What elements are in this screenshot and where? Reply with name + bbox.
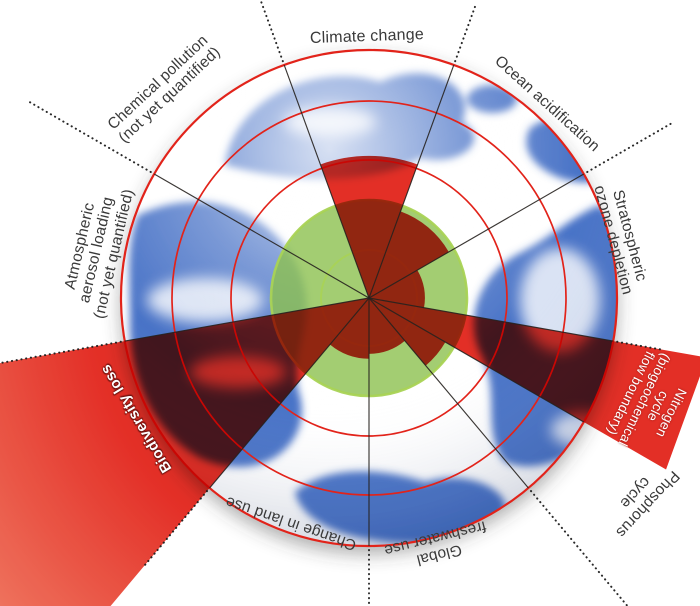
dotted-boundary-line bbox=[454, 3, 477, 63]
wedge-global-freshwater-use bbox=[369, 298, 405, 354]
boundary-line-ocean-acidification bbox=[368, 64, 455, 299]
boundary-line-climate-change bbox=[283, 64, 370, 299]
wedge-phosphorus-cycle bbox=[369, 298, 446, 366]
wedge-ocean-acidification bbox=[369, 211, 449, 298]
wedge-nitrogen-cycle bbox=[369, 298, 700, 470]
boundary-line-nitrogen-cycle bbox=[368, 297, 614, 342]
status-wedges bbox=[0, 155, 700, 606]
sector-lines bbox=[0, 0, 674, 606]
boundary-line-biodiversity-loss bbox=[209, 297, 370, 489]
dotted-boundary-line bbox=[28, 101, 152, 173]
dotted-boundary-line bbox=[0, 340, 122, 365]
dotted-boundary-line bbox=[616, 340, 666, 352]
boundary-line-phosphorus-cycle bbox=[368, 297, 585, 423]
boundary-line-global-freshwater-use bbox=[368, 297, 529, 489]
boundary-line-stratospheric-ozone-depletion bbox=[368, 173, 585, 299]
boundary-line-chemical-pollution bbox=[153, 173, 370, 299]
wedge-biodiversity-loss bbox=[0, 298, 369, 606]
dotted-boundary-line bbox=[259, 0, 284, 63]
dotted-boundary-line bbox=[529, 490, 629, 606]
dotted-boundary-line bbox=[586, 122, 674, 173]
wedge-change-in-land-use bbox=[329, 298, 369, 359]
wedge-stratospheric-ozone-depletion bbox=[369, 270, 425, 308]
wedge-climate-change bbox=[320, 155, 418, 298]
boundary-line-atmospheric-aerosol-loading bbox=[124, 297, 370, 342]
